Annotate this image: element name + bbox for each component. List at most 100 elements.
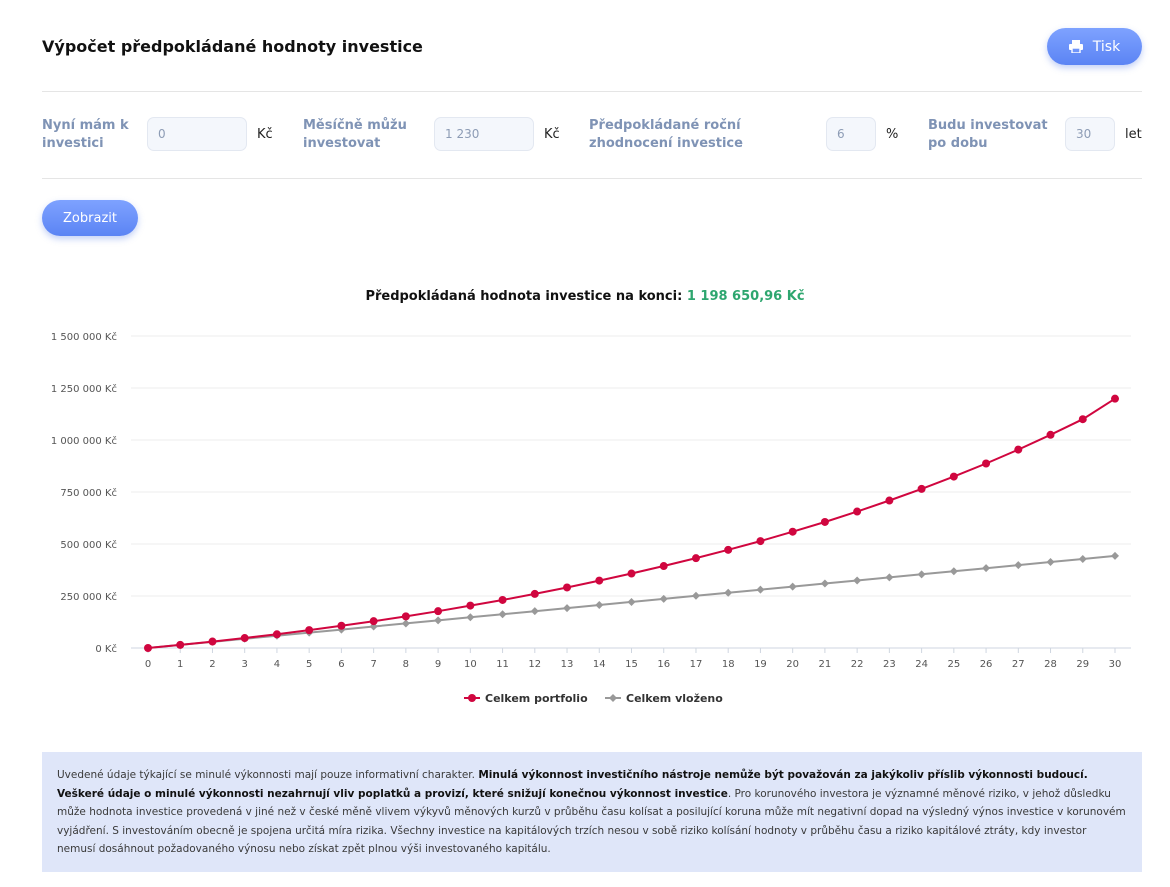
y-tick-label: 0 Kč xyxy=(95,643,117,655)
portfolio-point[interactable] xyxy=(144,644,152,652)
x-tick-label: 30 xyxy=(1109,659,1122,670)
invested-point[interactable] xyxy=(724,588,733,597)
portfolio-point[interactable] xyxy=(917,484,926,493)
portfolio-point[interactable] xyxy=(272,630,281,639)
divider-top xyxy=(42,91,1142,92)
invested-point[interactable] xyxy=(1046,558,1055,567)
x-tick-label: 9 xyxy=(435,659,441,670)
y-tick-label: 750 000 Kč xyxy=(60,487,117,499)
x-tick-label: 13 xyxy=(561,659,574,670)
invested-point[interactable] xyxy=(530,607,539,616)
x-tick-label: 12 xyxy=(528,659,541,670)
y-tick-label: 1 500 000 Kč xyxy=(51,331,117,343)
monthly-amount-label: Měsíčně můžu investovat xyxy=(303,118,407,151)
portfolio-point[interactable] xyxy=(401,612,410,621)
invested-point[interactable] xyxy=(788,582,797,591)
portfolio-point[interactable] xyxy=(724,545,733,554)
duration-unit: let xyxy=(1125,127,1142,142)
initial-amount-unit: Kč xyxy=(257,127,273,142)
x-tick-label: 29 xyxy=(1076,659,1089,670)
invested-point[interactable] xyxy=(1111,551,1119,560)
x-tick-label: 24 xyxy=(915,659,928,670)
invested-point[interactable] xyxy=(885,573,894,582)
invested-point[interactable] xyxy=(401,619,410,628)
legend-marker-diamond xyxy=(609,694,617,702)
legend-label-invested: Celkem vloženo xyxy=(626,692,723,705)
result-summary: Předpokládaná hodnota investice na konci… xyxy=(0,289,1170,304)
show-button[interactable]: Zobrazit xyxy=(42,200,138,236)
x-tick-label: 4 xyxy=(274,659,280,670)
portfolio-point[interactable] xyxy=(788,527,797,536)
x-tick-label: 10 xyxy=(464,659,477,670)
y-tick-label: 250 000 Kč xyxy=(60,591,117,603)
invested-point[interactable] xyxy=(498,610,507,619)
invested-point[interactable] xyxy=(949,567,958,576)
portfolio-point[interactable] xyxy=(982,459,991,468)
invested-point[interactable] xyxy=(369,622,378,631)
x-tick-label: 1 xyxy=(177,659,183,670)
invested-point[interactable] xyxy=(627,597,636,606)
portfolio-point[interactable] xyxy=(1078,415,1087,424)
invested-point[interactable] xyxy=(659,594,668,603)
x-tick-label: 2 xyxy=(209,659,215,670)
portfolio-point[interactable] xyxy=(627,569,636,578)
annual-return-input[interactable] xyxy=(826,117,876,151)
invested-point[interactable] xyxy=(917,570,926,579)
portfolio-point[interactable] xyxy=(208,637,217,646)
portfolio-point[interactable] xyxy=(434,607,443,616)
invested-point[interactable] xyxy=(853,576,862,585)
portfolio-point[interactable] xyxy=(691,554,700,563)
portfolio-point[interactable] xyxy=(530,589,539,598)
portfolio-point[interactable] xyxy=(240,634,249,643)
legend-label-portfolio: Celkem portfolio xyxy=(485,692,588,705)
monthly-amount-unit: Kč xyxy=(544,127,560,142)
page-title: Výpočet předpokládané hodnoty investice xyxy=(42,37,423,56)
x-tick-label: 14 xyxy=(593,659,606,670)
portfolio-point[interactable] xyxy=(1046,430,1055,439)
duration-label: Budu investovat po dobu xyxy=(928,118,1048,151)
x-tick-label: 19 xyxy=(754,659,767,670)
printer-icon xyxy=(1068,40,1083,53)
legend-item-invested[interactable]: Celkem vloženo xyxy=(605,692,723,705)
invested-point[interactable] xyxy=(1014,561,1023,570)
annual-return-unit: % xyxy=(886,127,899,142)
portfolio-point[interactable] xyxy=(1014,445,1023,454)
x-tick-label: 8 xyxy=(403,659,409,670)
duration-input[interactable] xyxy=(1065,117,1115,151)
x-tick-label: 7 xyxy=(370,659,376,670)
portfolio-point[interactable] xyxy=(820,517,829,526)
invested-point[interactable] xyxy=(691,591,700,600)
portfolio-point[interactable] xyxy=(853,507,862,516)
invested-point[interactable] xyxy=(1078,554,1087,563)
portfolio-point[interactable] xyxy=(369,617,378,626)
invested-point[interactable] xyxy=(563,604,572,613)
portfolio-point[interactable] xyxy=(498,595,507,604)
portfolio-point[interactable] xyxy=(563,583,572,592)
portfolio-point[interactable] xyxy=(595,576,604,585)
portfolio-point[interactable] xyxy=(305,626,314,635)
initial-amount-input[interactable] xyxy=(147,117,247,151)
y-tick-label: 500 000 Kč xyxy=(60,539,117,551)
invested-point[interactable] xyxy=(434,616,443,625)
portfolio-point[interactable] xyxy=(176,640,185,649)
portfolio-line xyxy=(147,397,1116,649)
portfolio-point[interactable] xyxy=(885,496,894,505)
portfolio-point[interactable] xyxy=(466,601,475,610)
legend-marker-circle xyxy=(468,694,476,702)
monthly-amount-input[interactable] xyxy=(434,117,534,151)
x-tick-label: 28 xyxy=(1044,659,1057,670)
invested-point[interactable] xyxy=(756,585,765,594)
print-button[interactable]: Tisk xyxy=(1047,28,1142,65)
portfolio-point[interactable] xyxy=(756,537,765,546)
portfolio-point[interactable] xyxy=(659,562,668,571)
legend-item-portfolio[interactable]: Celkem portfolio xyxy=(464,692,588,705)
portfolio-point[interactable] xyxy=(949,472,958,481)
invested-point[interactable] xyxy=(466,613,475,622)
invested-point[interactable] xyxy=(820,579,829,588)
x-tick-label: 11 xyxy=(496,659,509,670)
invested-point[interactable] xyxy=(982,564,991,573)
portfolio-point[interactable] xyxy=(1111,394,1119,403)
x-tick-label: 3 xyxy=(242,659,248,670)
portfolio-point[interactable] xyxy=(337,621,346,630)
invested-point[interactable] xyxy=(595,601,604,610)
